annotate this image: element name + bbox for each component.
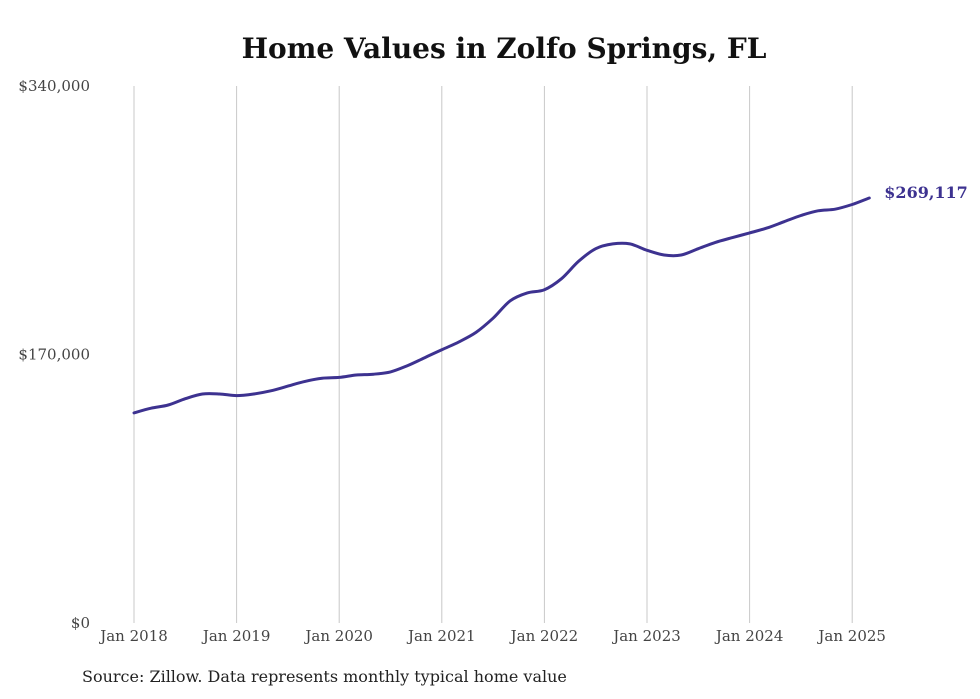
x-tick-label: Jan 2020 <box>303 627 373 645</box>
x-tick-label: Jan 2025 <box>816 627 886 645</box>
x-tick-label: Jan 2023 <box>611 627 681 645</box>
series-layer <box>132 196 871 415</box>
y-axis: $0 $170,000 $340,000 <box>18 77 90 632</box>
end-value-label: $269,117 <box>884 183 968 202</box>
x-tick-label: Jan 2024 <box>714 627 784 645</box>
chart-title: Home Values in Zolfo Springs, FL <box>242 32 767 65</box>
x-tick-label: Jan 2019 <box>201 627 271 645</box>
y-tick-label: $0 <box>71 614 90 632</box>
x-tick-label: Jan 2022 <box>509 627 579 645</box>
y-tick-label: $170,000 <box>18 346 90 364</box>
y-tick-label: $340,000 <box>18 77 90 95</box>
source-note: Source: Zillow. Data represents monthly … <box>82 667 567 686</box>
x-tick-label: Jan 2018 <box>98 627 168 645</box>
gridlines <box>133 86 853 623</box>
x-tick-label: Jan 2021 <box>406 627 476 645</box>
series-line <box>132 196 871 415</box>
x-axis: Jan 2018 Jan 2019 Jan 2020 Jan 2021 Jan 2022… <box>98 627 886 645</box>
